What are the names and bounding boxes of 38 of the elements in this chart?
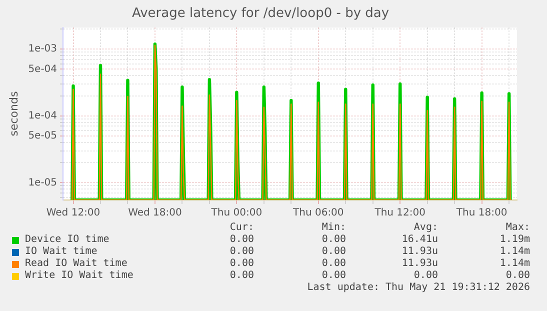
text: 0.00 [228,270,254,282]
text: 0.00 [504,270,530,282]
x-tick-label: Thu 18:00 [455,208,508,219]
text: Avg: [412,222,438,234]
y-tick-label: 1e-05 [28,177,58,188]
legend-label: Device IO time [25,234,110,246]
text: 0.00 [228,258,254,270]
text: 1.14m [498,258,530,270]
text: Max: [504,222,530,234]
x-tick-label: Thu 00:00 [210,208,262,219]
x-tick-label: Wed 12:00 [46,208,100,219]
text: Cur: [228,222,254,234]
y-axis-title: seconds [7,91,20,136]
text: Min: [320,222,346,234]
text: 0.00 [228,246,254,258]
legend-label: IO Wait time [25,246,98,258]
x-tick-label: Thu 12:00 [374,208,426,219]
text: 0.00 [320,258,346,270]
text: 0.00 [320,246,346,258]
y-tick-label: 5e-05 [28,130,58,142]
chart-title: Average latency for /dev/loop0 - by day [132,6,390,22]
x-tick-label: Wed 18:00 [128,208,182,219]
text: 1.14m [498,246,530,258]
y-tick-label: 5e-04 [28,64,58,75]
text: 1.19m [498,234,530,246]
legend-label: Read IO Wait time [25,258,128,270]
x-tick-label: Thu 06:00 [292,208,344,219]
y-tick-label: 1e-04 [28,110,58,122]
text: Last update: Thu May 21 19:31:12 2026 [306,282,530,294]
text: 0.00 [320,234,346,246]
text: 16.41u [400,234,438,246]
text: 0.00 [412,270,438,282]
text: 0.00 [320,270,346,282]
text: 11.93u [400,246,438,258]
legend-label: Write IO Wait time [25,270,134,282]
y-tick-label: 1e-03 [28,44,58,55]
text: 11.93u [400,258,438,270]
text: 0.00 [228,234,254,246]
